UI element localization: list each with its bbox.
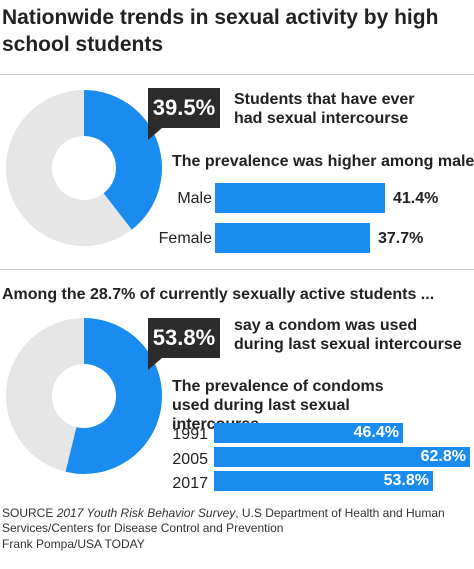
donut-slice-ever-had-intercourse [84,90,162,230]
source-rest: , U.S Department of Health and Human Ser… [2,506,445,535]
divider [0,74,474,75]
bar-value-2005: 62.8% [420,448,466,465]
callout-tail [148,358,162,370]
bar-female [215,223,370,253]
donut-description: say a condom was used during last sexual… [234,317,462,353]
credit: Frank Pompa/USA TODAY [2,537,145,551]
donut-slice-remainder [5,318,84,472]
donut-value-callout: 53.8% [148,318,220,358]
bar-value-female: 37.7% [378,230,424,247]
page-title: Nationwide trends in sexual activity by … [2,6,439,56]
bar-male [215,183,385,213]
callout-tail [148,128,162,140]
bar-label-female: Female [158,230,212,247]
bar-label-1991: 1991 [172,426,208,443]
bar-value-1991: 46.4% [353,424,399,441]
bar-1991: 46.4% [214,423,403,443]
donut-chart-ever-had-intercourse [6,90,162,246]
bar-label-male: Male [177,190,212,207]
bar-value-2017: 53.8% [383,472,429,489]
section2-heading: Among the 28.7% of currently sexually ac… [2,286,435,303]
bar-value-male: 41.4% [393,190,439,207]
donut-chart-condom-used [5,318,163,474]
bar-label-2017: 2017 [172,475,208,492]
bar-label-2005: 2005 [172,451,208,468]
source-prefix: SOURCE [2,506,57,520]
section1-subhead: The prevalence was higher among males [172,153,474,170]
bar-2005: 62.8% [214,447,470,467]
bar-2017: 53.8% [214,471,433,491]
donut-slice-condom-used [65,318,163,474]
donut-value-callout: 39.5% [148,88,220,128]
source-title: 2017 Youth Risk Behavior Survey [56,506,236,520]
donut-description: Students that have ever had sexual inter… [234,91,415,127]
donut-slice-remainder [6,90,132,246]
divider [0,269,474,270]
source-note: SOURCE 2017 Youth Risk Behavior Survey, … [2,506,462,536]
